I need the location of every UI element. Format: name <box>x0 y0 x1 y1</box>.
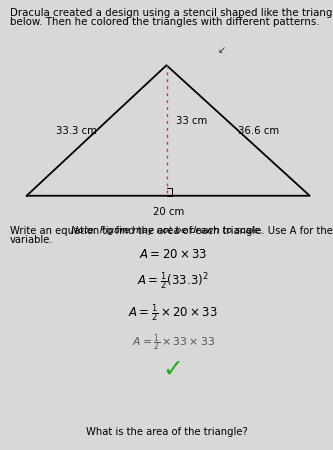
Text: variable.: variable. <box>10 235 54 245</box>
Text: Write an equation to find the area of each triangle. Use A for the: Write an equation to find the area of ea… <box>10 226 333 236</box>
Text: $A = 20 \times 33$: $A = 20 \times 33$ <box>139 248 207 261</box>
Text: $A = \frac{1}{2} \times 20 \times 33$: $A = \frac{1}{2} \times 20 \times 33$ <box>129 302 218 324</box>
Text: ✓: ✓ <box>163 358 184 382</box>
Text: Dracula created a design using a stencil shaped like the triangle: Dracula created a design using a stencil… <box>10 8 333 18</box>
Text: below. Then he colored the triangles with different patterns.: below. Then he colored the triangles wit… <box>10 17 319 27</box>
Text: 33.3 cm: 33.3 cm <box>56 126 97 135</box>
Text: $A = \frac{1}{2} \times 33 \times 33$: $A = \frac{1}{2} \times 33 \times 33$ <box>132 332 215 354</box>
Text: $A = \frac{1}{2}(33.3)^{2}$: $A = \frac{1}{2}(33.3)^{2}$ <box>137 270 209 292</box>
Text: 36.6 cm: 36.6 cm <box>237 126 279 135</box>
Text: Note: Figure may not be drawn to scale.: Note: Figure may not be drawn to scale. <box>71 226 262 235</box>
Text: ↙: ↙ <box>217 45 225 55</box>
Text: 33 cm: 33 cm <box>176 117 208 126</box>
Text: 20 cm: 20 cm <box>153 207 184 217</box>
Text: What is the area of the triangle?: What is the area of the triangle? <box>86 428 247 437</box>
